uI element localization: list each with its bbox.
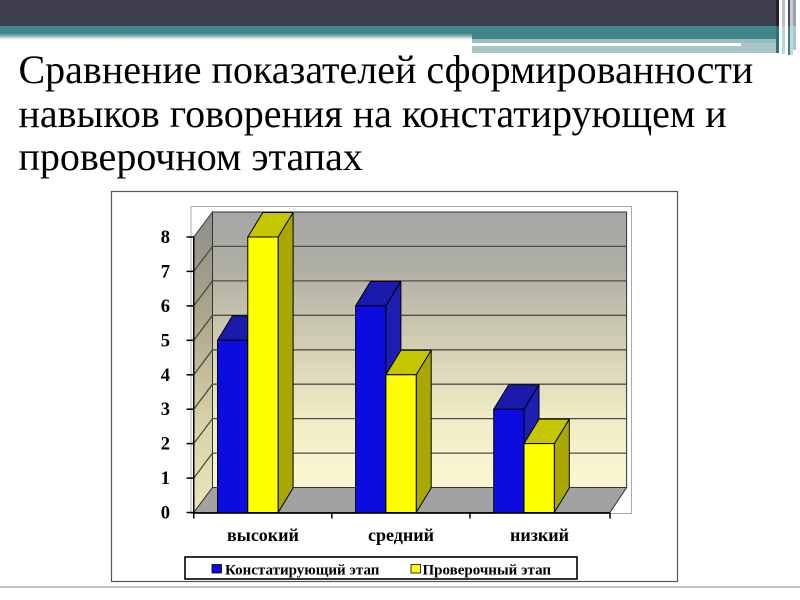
svg-text:3: 3 [161, 400, 170, 420]
svg-text:5: 5 [161, 331, 170, 351]
svg-text:высокий: высокий [227, 525, 299, 545]
svg-text:Проверочный этап: Проверочный этап [423, 563, 552, 579]
svg-text:6: 6 [161, 297, 170, 317]
svg-text:0: 0 [161, 504, 170, 524]
svg-text:8: 8 [161, 228, 170, 248]
svg-text:низкий: низкий [510, 525, 569, 545]
svg-text:4: 4 [161, 366, 170, 386]
svg-text:2: 2 [161, 435, 170, 455]
svg-text:7: 7 [161, 262, 170, 282]
svg-text:1: 1 [161, 469, 170, 489]
svg-text:средний: средний [368, 525, 434, 545]
svg-text:Констатирующий этап: Констатирующий этап [225, 563, 380, 579]
